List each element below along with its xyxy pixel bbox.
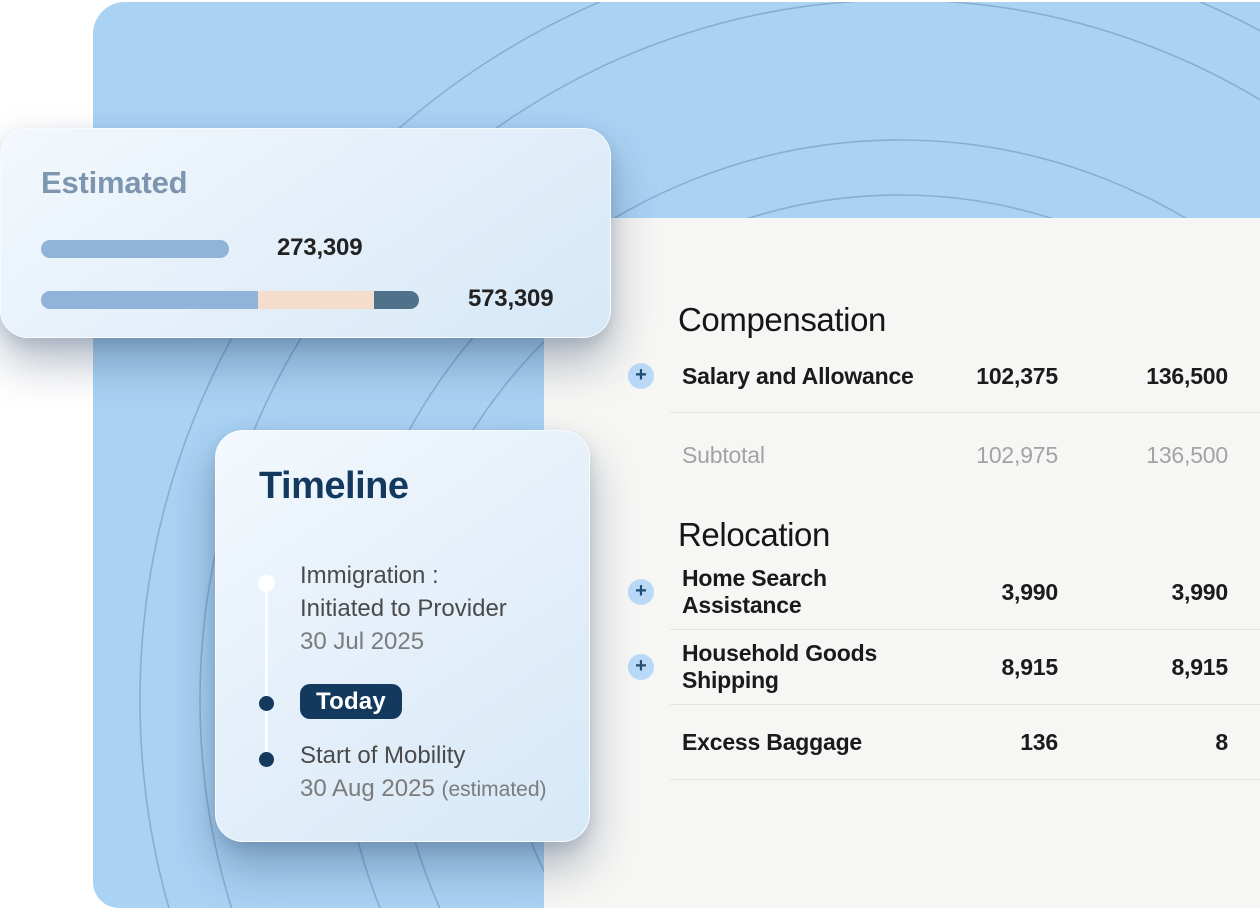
cost-row-value-1: 8,915 bbox=[1001, 653, 1058, 680]
estimated-bar-value: 573,309 bbox=[468, 285, 554, 312]
estimated-progress-bar-1 bbox=[41, 240, 229, 258]
row-divider bbox=[670, 412, 1260, 413]
estimated-card-title: Estimated bbox=[41, 165, 188, 200]
expand-plus-button[interactable]: + bbox=[628, 654, 654, 680]
timeline-item-label-line: Immigration : bbox=[300, 562, 439, 589]
progress-bar-segment bbox=[41, 240, 229, 258]
progress-bar-segment bbox=[374, 291, 419, 309]
progress-bar-segment bbox=[258, 291, 374, 309]
expand-plus-button[interactable]: + bbox=[628, 579, 654, 605]
timeline-card: Timeline Immigration : Initiated to Prov… bbox=[215, 430, 590, 842]
cost-row-label: Home Search Assistance bbox=[682, 565, 827, 618]
cost-row-value-2: 136,500 bbox=[1146, 362, 1228, 389]
row-divider bbox=[670, 704, 1260, 705]
row-action-cell: + bbox=[628, 579, 682, 605]
cost-row-value-1: 136 bbox=[1020, 728, 1058, 755]
cost-row-value-2: 136,500 bbox=[1146, 441, 1228, 468]
cost-row-value-2: 3,990 bbox=[1171, 578, 1228, 605]
timeline-item-label-line: Initiated to Provider bbox=[300, 595, 507, 622]
today-badge: Today bbox=[300, 684, 402, 719]
row-divider bbox=[670, 629, 1260, 630]
timeline-date-estimated-suffix: (estimated) bbox=[441, 778, 547, 801]
timeline-item-date: 30 Jul 2025 bbox=[300, 628, 425, 655]
timeline-dot-start-of-mobility bbox=[259, 752, 274, 767]
estimated-bar-value: 273,309 bbox=[277, 234, 363, 261]
panel-section-compensation: Compensation + Salary and Allowance 102,375… bbox=[544, 300, 1260, 491]
cost-row-label: Subtotal bbox=[682, 441, 765, 468]
timeline-connector-line bbox=[265, 584, 268, 764]
section-heading: Compensation bbox=[678, 301, 886, 338]
timeline-item-label-line: Start of Mobility bbox=[300, 742, 466, 769]
timeline-card-title: Timeline bbox=[259, 465, 409, 507]
cost-row-label: Household Goods Shipping bbox=[682, 640, 878, 693]
cost-row: + Salary and Allowance 102,375 136,500 bbox=[544, 340, 1260, 412]
timeline-dot-immigration bbox=[258, 575, 275, 592]
cost-row: Subtotal 102,975 136,500 bbox=[544, 419, 1260, 491]
cost-row: + Home Search Assistance 3,990 3,990 bbox=[544, 555, 1260, 629]
expand-plus-button[interactable]: + bbox=[628, 363, 654, 389]
timeline-item-date: 30 Aug 2025 (estimated) bbox=[300, 772, 547, 806]
row-divider bbox=[670, 779, 1260, 780]
row-action-cell: + bbox=[628, 654, 682, 680]
cost-row-value-1: 3,990 bbox=[1001, 578, 1058, 605]
panel-section-relocation: Relocation + Home Search Assistance 3,990 3,… bbox=[544, 515, 1260, 780]
cost-row-label: Salary and Allowance bbox=[682, 362, 914, 389]
today-badge-label: Today bbox=[316, 687, 386, 715]
cost-row: Excess Baggage 136 8 bbox=[544, 705, 1260, 779]
cost-row-value-2: 8 bbox=[1215, 728, 1228, 755]
timeline-item-start-of-mobility: Start of Mobility 30 Aug 2025 (estimated… bbox=[300, 739, 547, 806]
section-heading: Relocation bbox=[678, 516, 830, 553]
timeline-dot-today bbox=[259, 696, 274, 711]
cost-row-label: Excess Baggage bbox=[682, 728, 863, 755]
estimated-card: Estimated 273,309 573,309 bbox=[0, 128, 611, 338]
estimated-progress-bar-2 bbox=[41, 291, 419, 309]
cost-row-value-1: 102,975 bbox=[976, 441, 1058, 468]
cost-row-value-2: 8,915 bbox=[1171, 653, 1228, 680]
cost-row-value-1: 102,375 bbox=[976, 362, 1058, 389]
progress-bar-segment bbox=[41, 291, 258, 309]
row-action-cell: + bbox=[628, 363, 682, 389]
cost-row: + Household Goods Shipping 8,915 8,915 bbox=[544, 630, 1260, 704]
timeline-item-immigration: Immigration : Initiated to Provider 30 J… bbox=[300, 559, 507, 658]
cost-detail-panel: Compensation + Salary and Allowance 102,375… bbox=[544, 218, 1260, 908]
timeline-date-text: 30 Aug 2025 bbox=[300, 775, 435, 802]
